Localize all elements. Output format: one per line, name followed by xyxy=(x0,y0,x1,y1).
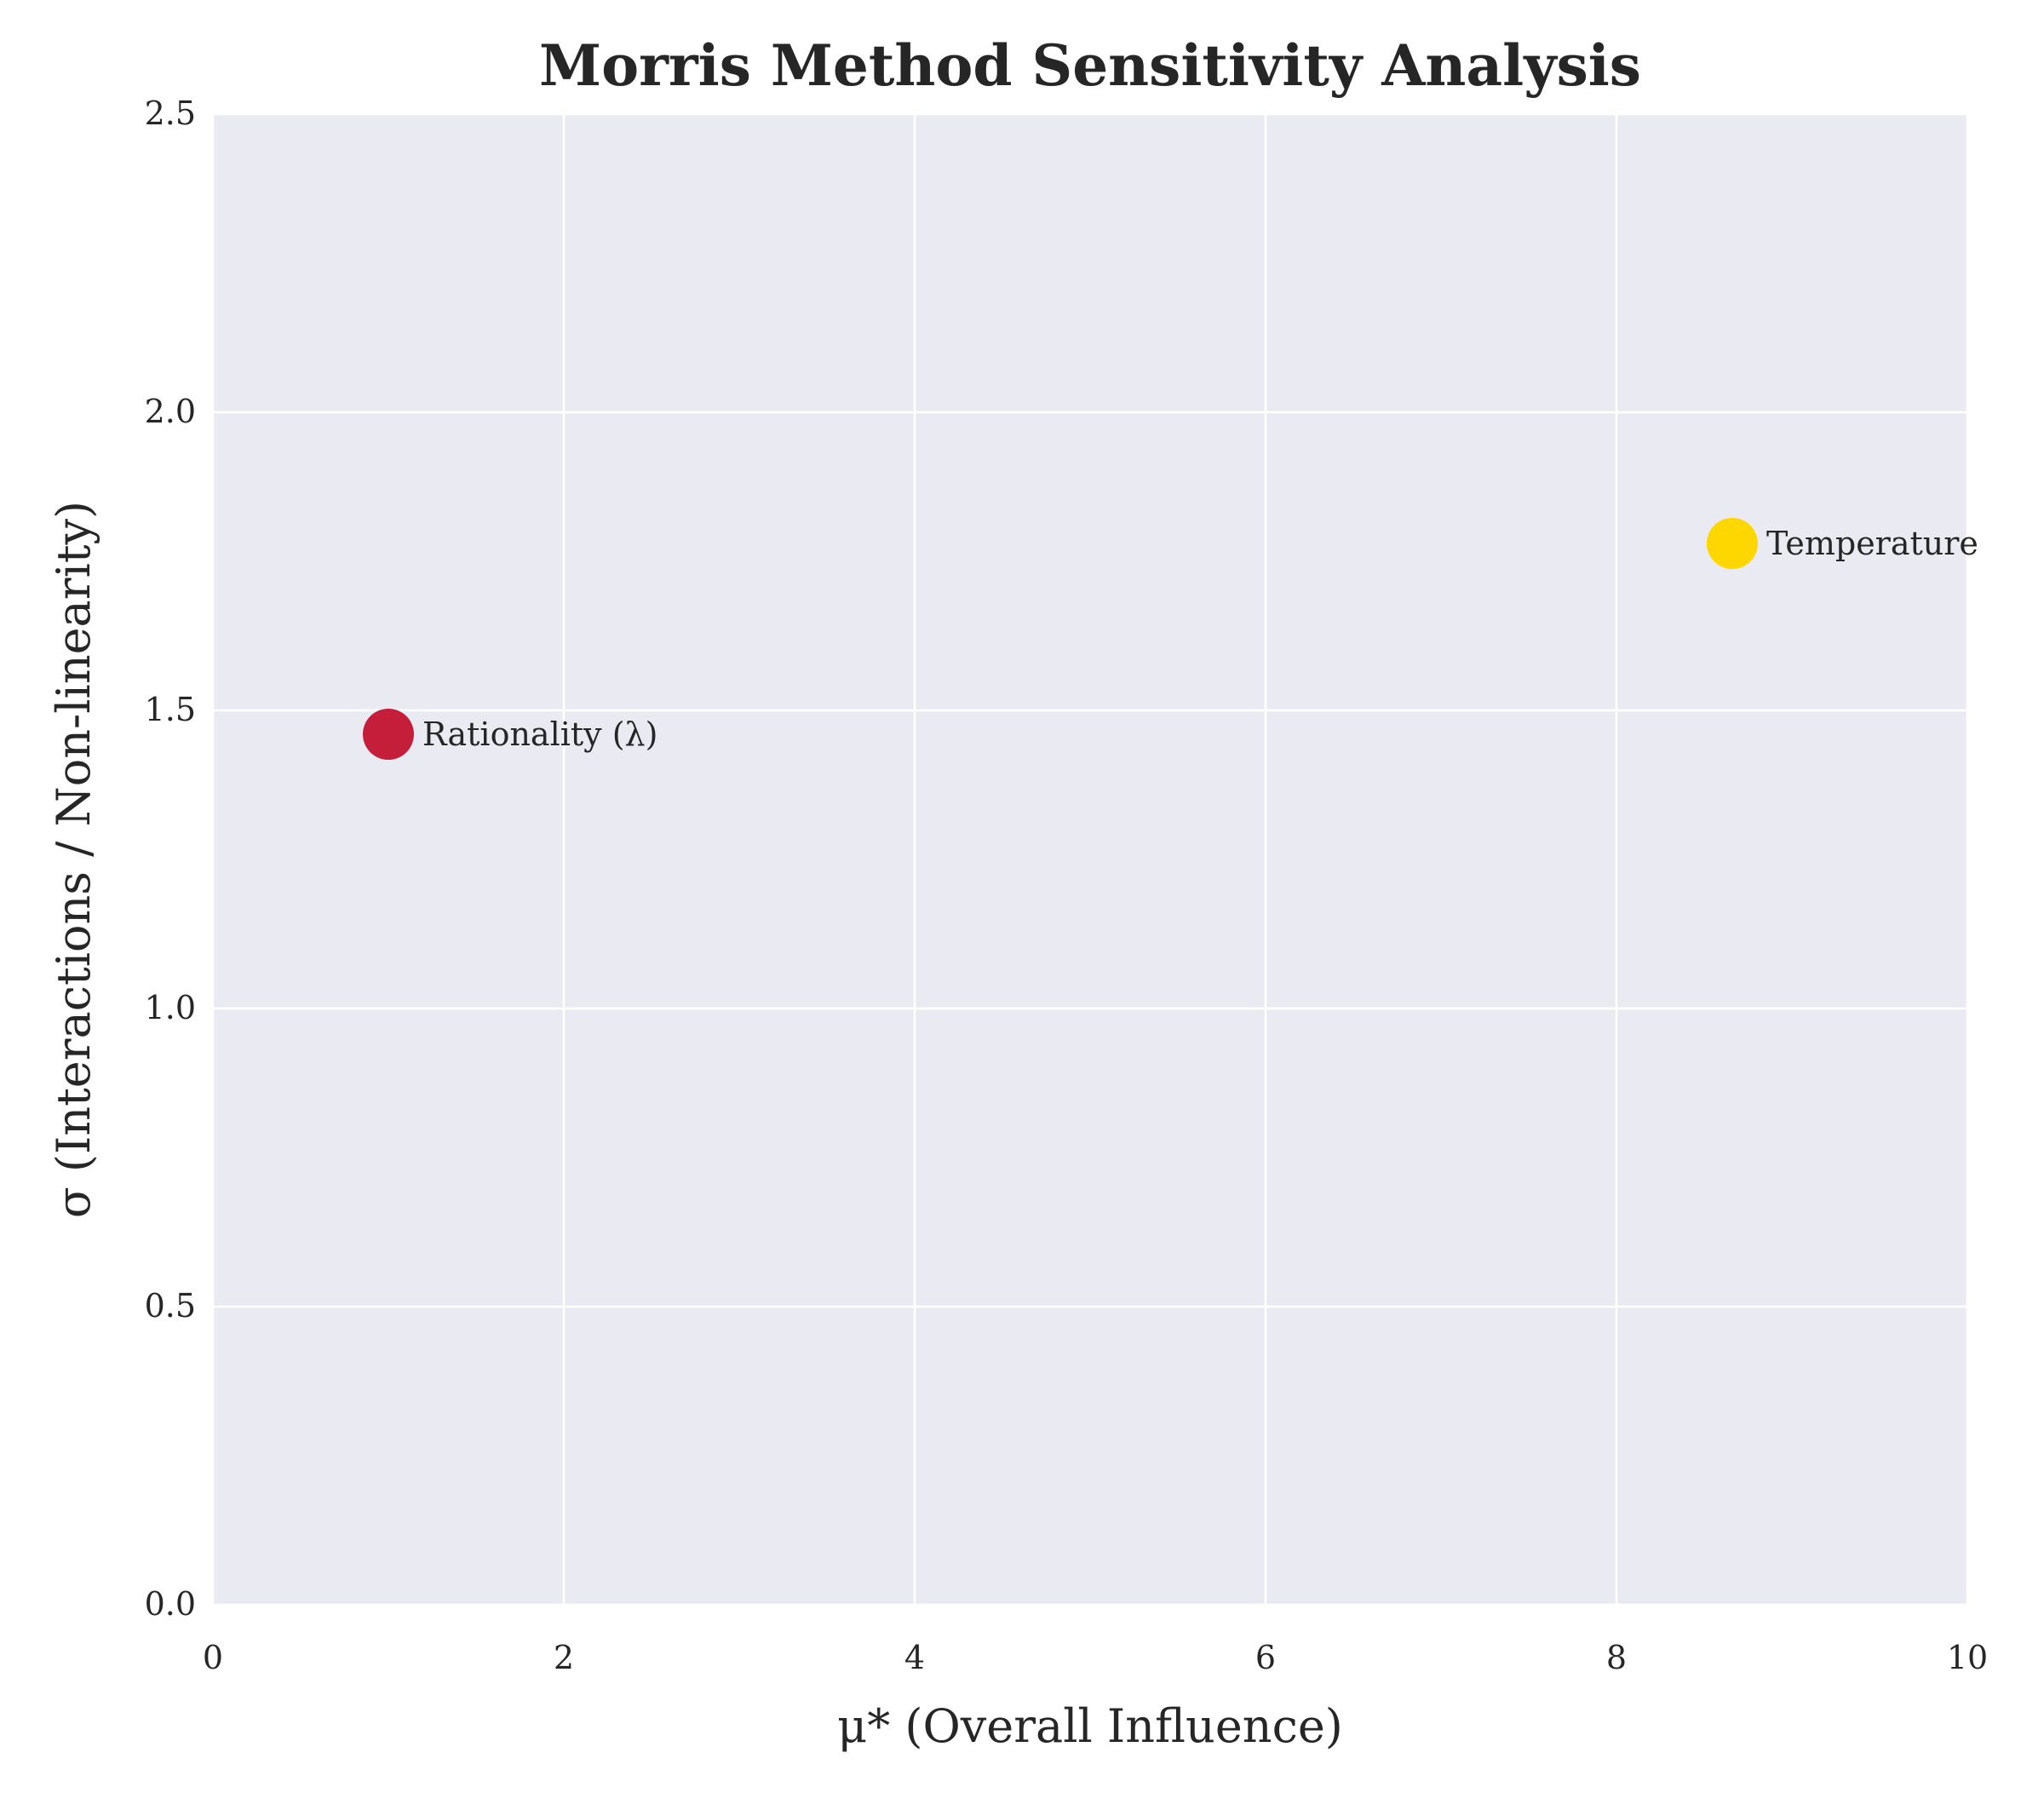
x-tick-label: 10 xyxy=(1947,1639,1988,1676)
data-points: Rationality (λ) Temperature xyxy=(363,518,1978,760)
y-tick-label: 2.0 xyxy=(145,393,196,430)
x-tick-label: 8 xyxy=(1606,1639,1627,1676)
data-point xyxy=(1706,518,1758,569)
point-label: Temperature xyxy=(1766,525,1978,562)
y-tick-label: 2.5 xyxy=(145,95,196,132)
x-tick-label: 4 xyxy=(904,1639,925,1676)
chart-title: Morris Method Sensitivity Analysis xyxy=(539,32,1641,99)
x-tick-label: 6 xyxy=(1255,1639,1276,1676)
y-axis-label: σ (Interactions / Non-linearity) xyxy=(47,501,100,1218)
data-point xyxy=(363,709,414,760)
y-tick-label: 0.0 xyxy=(145,1585,196,1623)
y-tick-label: 1.0 xyxy=(145,989,196,1026)
x-tick-label: 2 xyxy=(554,1639,574,1676)
point-label: Rationality (λ) xyxy=(422,715,657,753)
grid xyxy=(211,112,1969,1606)
x-axis-label: μ* (Overall Influence) xyxy=(837,1699,1343,1753)
tick-labels: 0 2 4 6 8 10 0.0 0.5 1.0 1.5 2.0 2.5 xyxy=(145,95,1989,1676)
x-tick-label: 0 xyxy=(203,1639,223,1676)
y-tick-label: 0.5 xyxy=(145,1287,196,1325)
y-tick-label: 1.5 xyxy=(145,691,196,728)
plot-area xyxy=(213,114,1967,1605)
